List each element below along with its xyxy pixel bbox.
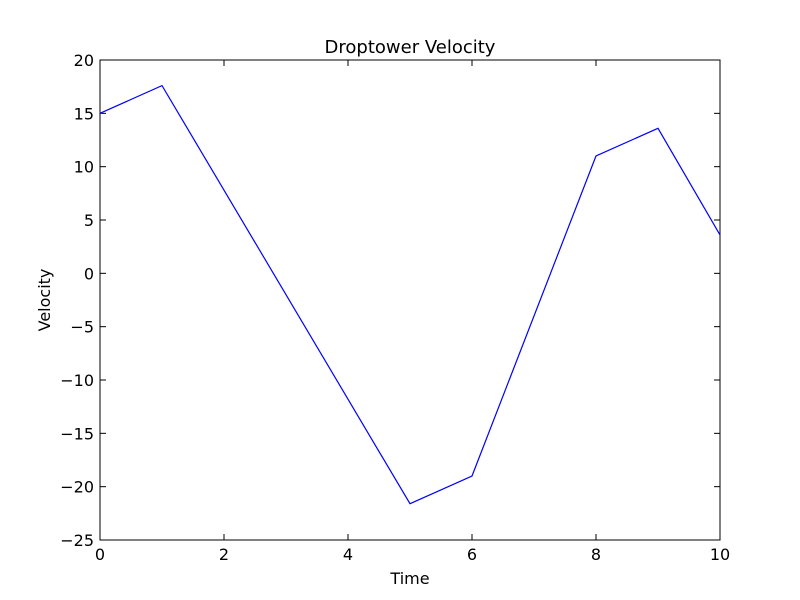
- y-axis: −25 −20 −15 −10 −5 0 5 10 15 20: [60, 51, 720, 550]
- x-axis: 0 2 4 6 8 10: [95, 60, 730, 564]
- y-tick-label: 0: [84, 264, 94, 283]
- y-tick-label: −5: [70, 318, 94, 337]
- y-tick-label: 15: [74, 104, 94, 123]
- y-tick-label: 5: [84, 211, 94, 230]
- y-tick-label: −20: [60, 478, 94, 497]
- x-tick-label: 0: [95, 545, 105, 564]
- x-tick-label: 6: [467, 545, 477, 564]
- series-layer: [99, 84, 721, 505]
- plot-area-frame: [99, 59, 721, 541]
- chart-title: Droptower Velocity: [325, 37, 496, 58]
- y-axis-label: Velocity: [35, 269, 54, 332]
- y-tick-label: −10: [60, 371, 94, 390]
- y-tick-label: −15: [60, 424, 94, 443]
- y-tick-label: 10: [74, 158, 94, 177]
- y-tick-label: −25: [60, 531, 94, 550]
- y-tick-label: 20: [74, 51, 94, 70]
- x-tick-label: 4: [343, 545, 353, 564]
- x-axis-label: Time: [389, 569, 429, 588]
- x-tick-label: 2: [219, 545, 229, 564]
- series-line: [99, 84, 721, 505]
- x-tick-label: 8: [591, 545, 601, 564]
- x-tick-label: 10: [710, 545, 730, 564]
